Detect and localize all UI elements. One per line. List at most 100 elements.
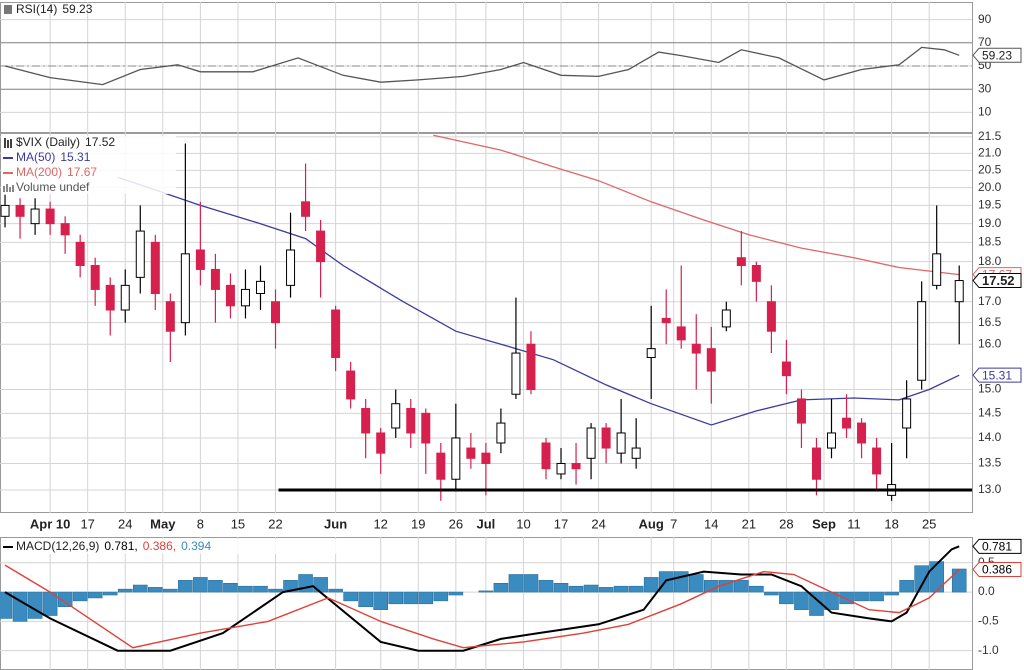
histogram-bar (478, 590, 494, 593)
histogram-bar (193, 577, 208, 593)
moving-average (117, 176, 960, 426)
legend-bg (1, 539, 341, 554)
y-tick-label: 19.5 (978, 198, 1002, 212)
candle-body (331, 309, 341, 359)
y-tick-label: 13.5 (978, 456, 1002, 470)
candle-body (210, 268, 220, 290)
candle-body (736, 257, 746, 267)
candle-body (954, 280, 964, 303)
candle-body (240, 288, 250, 307)
candle-body (225, 284, 235, 307)
x-tick-label: Jul (476, 516, 495, 531)
histogram-bar (583, 584, 599, 593)
moving-average (433, 134, 960, 276)
y-tick-label: 30 (978, 81, 992, 95)
candle-body (436, 452, 446, 480)
value-tag-label: 17.52 (982, 273, 1015, 288)
candle-body (30, 208, 40, 225)
histogram-bar (538, 580, 554, 593)
histogram-bar (148, 587, 163, 593)
y-tick-label: 16.5 (978, 315, 1002, 329)
histogram-bar (764, 591, 779, 596)
candle-body (706, 348, 716, 372)
y-tick-label: -1.0 (978, 643, 999, 657)
histogram-bar (508, 574, 524, 593)
histogram-bar (253, 585, 268, 593)
histogram-bar (884, 591, 899, 596)
histogram-bar (734, 580, 749, 593)
candle-body (556, 462, 566, 475)
candle-body (466, 447, 476, 459)
histogram-bar (553, 582, 569, 593)
histogram-bar (87, 591, 103, 599)
y-tick-label: 10 (978, 105, 992, 119)
value-tag (972, 367, 1022, 383)
histogram-bar (628, 585, 644, 593)
y-tick-label: 20.0 (978, 180, 1002, 194)
candle-body (421, 412, 431, 444)
y-tick-label: -0.5 (978, 614, 999, 628)
histogram-bar (72, 591, 88, 602)
candle-body (751, 265, 761, 282)
candle-body (120, 284, 130, 311)
value-tag-label: 15.31 (982, 368, 1012, 382)
candle-body (932, 253, 942, 286)
candle-body (255, 280, 265, 294)
x-tick-label: 24 (591, 516, 605, 531)
legend-name: MA(200) (16, 165, 62, 179)
x-tick-label: 11 (847, 516, 861, 531)
legend-value: 17.67 (67, 165, 97, 179)
candle-body (872, 447, 882, 475)
y-tick-label: 15.0 (978, 382, 1002, 396)
candle-body (511, 352, 521, 395)
histogram-bar (102, 591, 118, 596)
legend-separator: , (173, 539, 176, 553)
y-tick-label: 21.5 (978, 129, 1002, 143)
x-tick-label: 24 (118, 516, 132, 531)
legend-value: 0.394 (181, 539, 211, 553)
legend: MACD(12,26,9) 0.781, 0.386, 0.394 (16, 539, 211, 553)
macd-line (4, 564, 960, 649)
candle-body (766, 301, 776, 332)
candle-body (646, 348, 656, 359)
legend-name: MACD(12,26,9) (16, 539, 99, 553)
legend-value: 0.386 (143, 539, 173, 553)
histogram-bar (688, 574, 704, 593)
candle-body (15, 204, 25, 217)
candle-body (496, 422, 506, 444)
candle-body (691, 343, 701, 354)
y-tick-label: 19.0 (978, 216, 1002, 230)
candle-body (135, 230, 145, 278)
histogram-bar (12, 591, 28, 622)
legend-bg (1, 136, 176, 194)
legend-value: 59.23 (62, 2, 92, 16)
candle-body (391, 403, 401, 429)
histogram-bar (914, 565, 929, 593)
value-tag (972, 538, 1022, 554)
value-tag-label: 59.23 (982, 48, 1012, 62)
value-tag-label: 0.386 (982, 563, 1012, 577)
legend-name: MA(50) (16, 150, 55, 164)
histogram-bar (794, 591, 809, 610)
x-tick-label: 18 (884, 516, 898, 531)
legend: $VIX (Daily) 17.52 (16, 135, 115, 149)
rsi-line (4, 46, 960, 86)
candle-body (346, 370, 356, 400)
histogram-bar (57, 591, 73, 608)
value-tag (972, 47, 1022, 63)
histogram-bar (418, 591, 434, 605)
histogram-bar (373, 591, 389, 610)
y-tick-label: 20.5 (978, 163, 1002, 177)
histogram-bar (163, 588, 178, 593)
histogram-bar (117, 588, 133, 593)
legend-icon (3, 184, 14, 192)
histogram-bar (403, 591, 419, 605)
histogram-bar (238, 585, 253, 593)
candle-body (827, 432, 837, 449)
legend-icon (4, 138, 12, 148)
candle-body (631, 447, 641, 459)
legend-icon (4, 5, 12, 14)
x-tick-label: Aug (639, 516, 664, 531)
candle-body (451, 437, 461, 480)
